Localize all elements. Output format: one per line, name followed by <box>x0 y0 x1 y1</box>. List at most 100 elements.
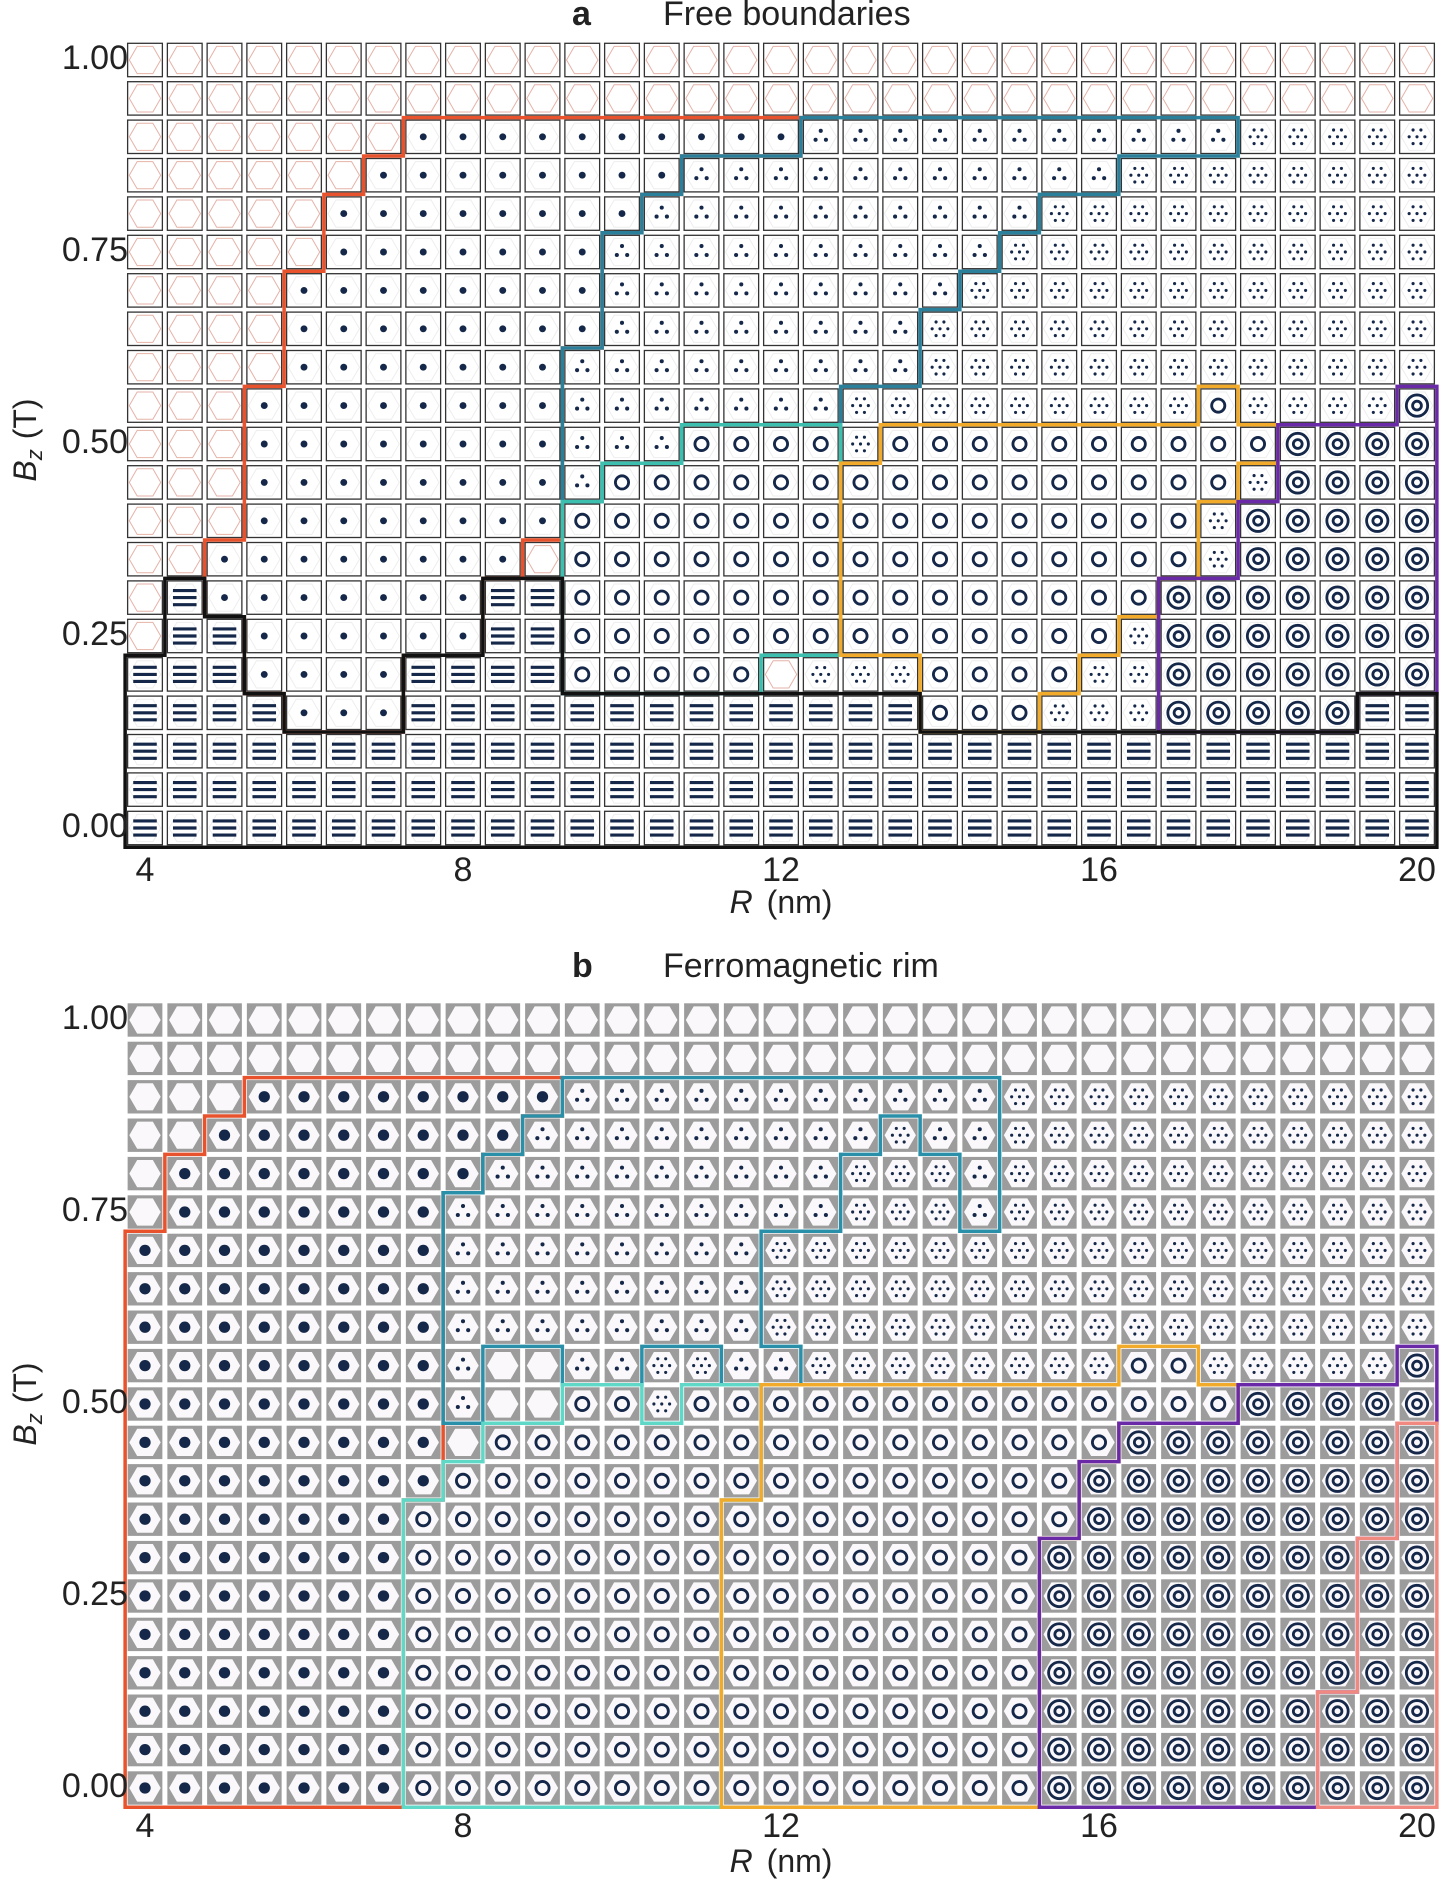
cell <box>1319 503 1356 539</box>
cell <box>882 119 919 155</box>
texture <box>894 397 898 401</box>
cell <box>762 733 800 769</box>
texture <box>1248 365 1252 369</box>
hexagon <box>1400 660 1434 689</box>
texture <box>654 1328 659 1333</box>
texture <box>1375 173 1379 177</box>
cell <box>484 119 521 155</box>
cell <box>564 1156 600 1191</box>
cell <box>643 580 680 615</box>
cell <box>762 42 800 78</box>
cell-box <box>325 42 362 78</box>
texture <box>1051 435 1068 453</box>
texture <box>1300 295 1304 299</box>
texture <box>1141 627 1145 631</box>
hexagon <box>367 237 400 267</box>
y-tick-label: 1.00 <box>62 39 128 77</box>
hexagon <box>406 621 440 651</box>
cell <box>1001 657 1038 692</box>
texture <box>1339 257 1343 261</box>
cell-box <box>564 196 601 231</box>
cell <box>564 541 601 577</box>
texture <box>139 1398 151 1410</box>
hexagon <box>1321 161 1354 190</box>
texture <box>575 1251 580 1256</box>
texture <box>942 372 946 376</box>
cell-box <box>1041 81 1078 116</box>
cell <box>1239 810 1277 846</box>
hexagon <box>1122 199 1156 228</box>
hexagon <box>446 621 480 651</box>
cell <box>127 1156 163 1191</box>
hexagon <box>168 161 202 190</box>
cell <box>525 1041 560 1076</box>
cell <box>882 273 919 308</box>
cell <box>1080 733 1118 769</box>
texture <box>1332 243 1336 247</box>
texture <box>1145 365 1149 369</box>
texture <box>823 406 828 411</box>
cell <box>1200 81 1237 116</box>
hexagon <box>446 506 480 535</box>
texture <box>338 1475 350 1487</box>
cell <box>802 465 839 500</box>
cell <box>882 311 919 347</box>
texture <box>699 397 704 402</box>
hexagon <box>764 391 798 420</box>
cell <box>564 618 601 654</box>
texture <box>1012 137 1017 142</box>
cell <box>723 311 760 347</box>
cell-box <box>206 465 243 500</box>
cell-box <box>285 119 323 155</box>
texture <box>258 1359 270 1372</box>
cell-box <box>1398 157 1436 193</box>
hexagon <box>446 391 480 420</box>
texture <box>823 137 828 142</box>
cell <box>1001 618 1038 654</box>
hexagon <box>883 813 917 843</box>
texture <box>656 1409 660 1413</box>
hexagon <box>526 698 559 727</box>
texture <box>1292 166 1296 170</box>
hexagon <box>1360 122 1394 151</box>
hexagon <box>804 314 838 343</box>
texture <box>654 214 659 219</box>
texture <box>1296 404 1300 408</box>
hexagon <box>1321 737 1354 766</box>
texture <box>812 627 829 645</box>
cell <box>485 1195 521 1229</box>
texture <box>1411 218 1415 222</box>
cell-box <box>723 618 760 654</box>
texture <box>298 1283 310 1295</box>
texture <box>664 1174 669 1179</box>
texture <box>1375 135 1379 139</box>
hexagon <box>1122 84 1156 113</box>
cell-box <box>921 657 959 692</box>
texture <box>863 291 868 296</box>
hexagon <box>327 45 361 75</box>
hexagon <box>288 1044 320 1072</box>
cell <box>1200 810 1237 846</box>
cell <box>1041 772 1078 807</box>
cell <box>285 772 323 807</box>
cell <box>762 273 800 308</box>
hexagon <box>327 429 361 459</box>
hexagon <box>446 737 480 766</box>
hexagon <box>446 199 480 228</box>
cell <box>485 1310 521 1344</box>
texture <box>1252 358 1256 362</box>
cell <box>127 1579 163 1613</box>
hexagon <box>685 84 718 113</box>
cell-box <box>643 465 680 500</box>
texture <box>1093 334 1097 338</box>
cell-box <box>683 234 720 270</box>
hexagon <box>883 506 917 535</box>
hexagon <box>565 737 599 766</box>
hexagon <box>1162 813 1195 843</box>
texture <box>653 512 670 529</box>
texture <box>664 291 669 296</box>
cell <box>644 1464 680 1498</box>
cell-box <box>1041 618 1078 654</box>
texture <box>1248 250 1252 254</box>
cell-box <box>166 465 203 500</box>
